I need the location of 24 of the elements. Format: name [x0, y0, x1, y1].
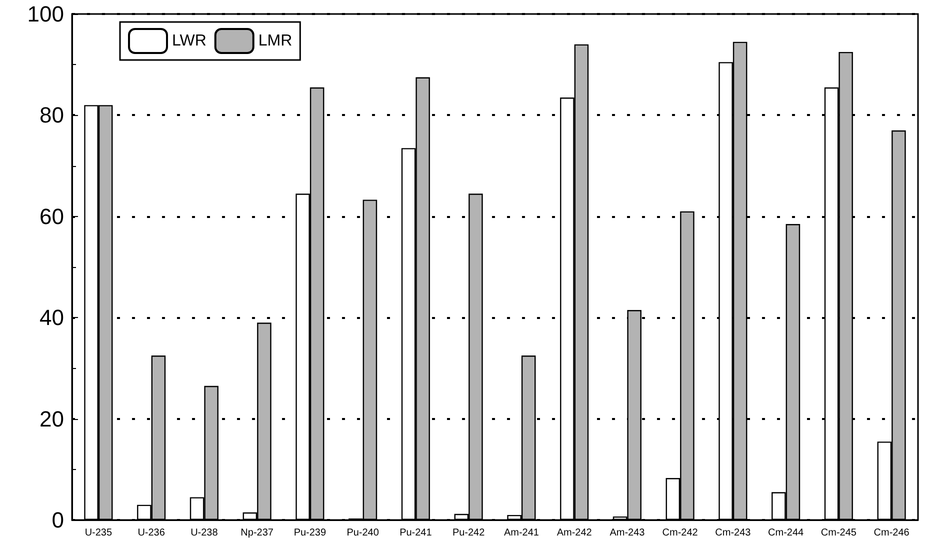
y-tick-label: 100 — [27, 2, 64, 26]
x-tick-label: Pu-240 — [346, 528, 380, 538]
x-tick-label: Am-242 — [556, 528, 592, 538]
y-tick-label: 60 — [40, 204, 64, 229]
x-tick-label: Cm-245 — [820, 528, 857, 538]
x-tick-label: Cm-246 — [874, 528, 910, 538]
x-tick-label: Cm-243 — [715, 528, 752, 538]
x-tick-label: Pu-242 — [452, 528, 486, 538]
y-tick-label: 80 — [40, 102, 64, 128]
y-tick-label: 0 — [52, 508, 64, 532]
x-tick-label: Np-237 — [240, 528, 274, 538]
legend-label: LWR — [172, 32, 206, 50]
x-tick-label: Am-241 — [504, 528, 540, 538]
legend-label: LMR — [258, 32, 292, 50]
x-tick-label: Cm-242 — [662, 528, 698, 538]
y-tick-label: 20 — [40, 406, 64, 432]
x-tick-label: Pu-239 — [294, 528, 326, 538]
x-tick-label: U-235 — [84, 528, 112, 538]
x-tick-label: Am-243 — [610, 528, 646, 538]
x-tick-label: U-238 — [190, 528, 218, 538]
y-tick-label: 40 — [40, 305, 64, 330]
x-tick-label: Pu-241 — [400, 528, 432, 538]
x-tick-label: U-236 — [138, 528, 166, 538]
x-tick-label: Cm-244 — [768, 528, 804, 538]
